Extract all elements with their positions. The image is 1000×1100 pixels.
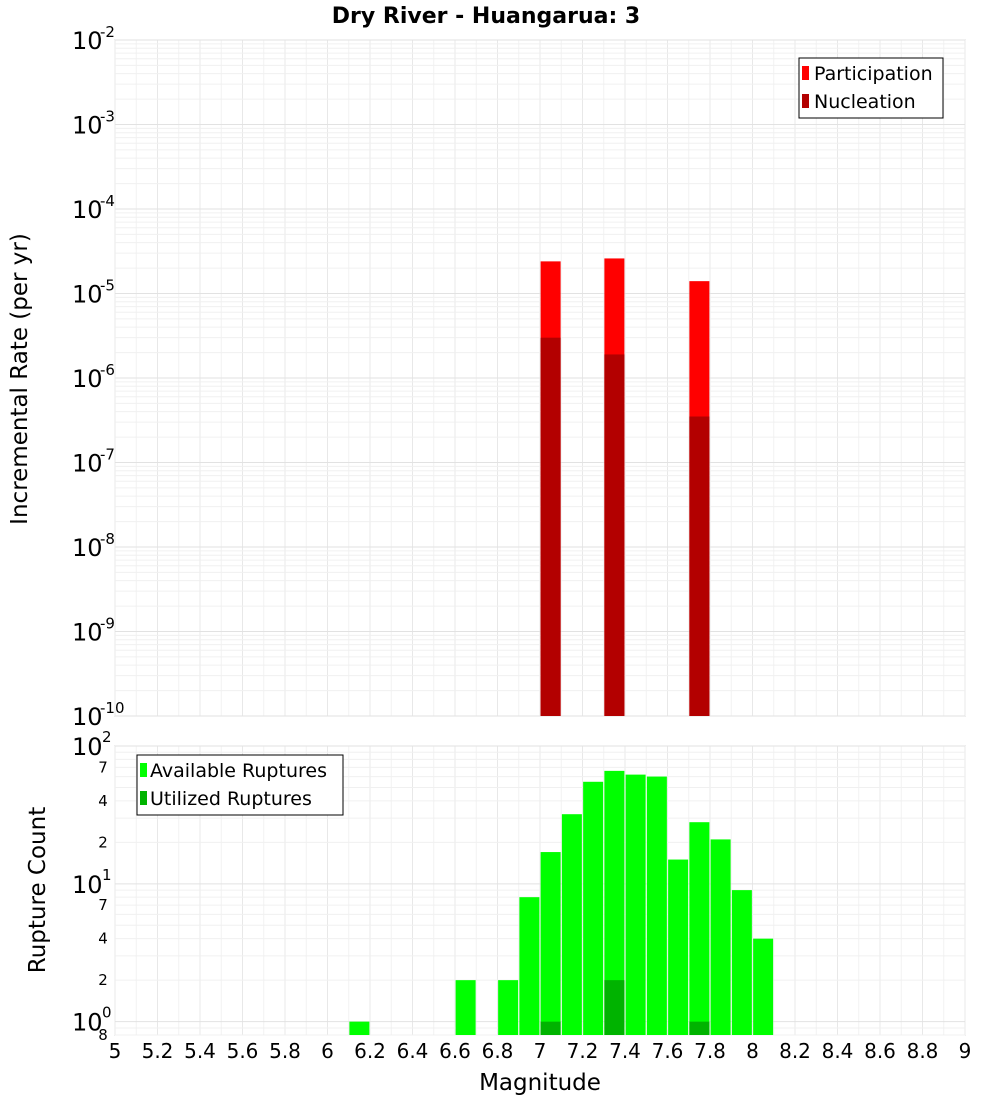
bar-utilized-ruptures [540, 1021, 561, 1035]
x-tick-label: 8.6 [864, 1039, 896, 1063]
x-tick-label: 7.6 [652, 1039, 684, 1063]
x-tick-label: 6.2 [354, 1039, 386, 1063]
x-tick-label: 7.4 [609, 1039, 641, 1063]
utilized-ruptures-legend-swatch [140, 791, 147, 805]
x-tick-label: 9 [959, 1039, 972, 1063]
x-tick-label: 6.6 [439, 1039, 471, 1063]
bar-nucleation [689, 416, 710, 716]
available-ruptures-legend-label: Available Ruptures [150, 760, 327, 782]
bottom-y-axis-title: Rupture Count [25, 807, 51, 973]
y-tick-exponent: -4 [100, 192, 115, 210]
x-tick-label: 8 [746, 1039, 759, 1063]
x-tick-label: 5.2 [142, 1039, 174, 1063]
available-ruptures-legend-swatch [140, 763, 147, 777]
x-tick-label: 8.8 [907, 1039, 939, 1063]
x-tick-label: 5 [109, 1039, 122, 1063]
bottom-bars [349, 770, 774, 1035]
y-tick-label: 10 [72, 1009, 103, 1037]
y-tick-label: 10 [72, 703, 103, 731]
y-tick-label: 10 [72, 27, 103, 55]
y-tick-label: 10 [72, 619, 103, 647]
y-tick-exponent: -9 [100, 615, 115, 633]
y-tick-exponent: 0 [102, 1004, 112, 1022]
x-tick-label: 6 [321, 1039, 334, 1063]
y-tick-exponent: -2 [100, 23, 115, 41]
bar-available-ruptures [498, 980, 519, 1035]
x-tick-label: 5.6 [227, 1039, 259, 1063]
bar-available-ruptures [519, 897, 540, 1035]
y-tick-label: 10 [72, 534, 103, 562]
y-minor-tick-label: 8 [98, 1026, 108, 1044]
y-tick-exponent: 2 [102, 728, 112, 746]
bar-available-ruptures [349, 1021, 370, 1035]
bar-available-ruptures [753, 938, 774, 1035]
utilized-ruptures-legend-label: Utilized Ruptures [150, 788, 312, 810]
bar-available-ruptures [689, 822, 710, 1035]
y-minor-tick-label: 2 [98, 971, 108, 989]
nucleation-legend-swatch [802, 94, 809, 108]
y-tick-exponent: -6 [100, 361, 115, 379]
y-tick-label: 10 [72, 871, 103, 899]
bar-utilized-ruptures [604, 980, 625, 1035]
y-tick-label: 10 [72, 733, 103, 761]
bar-available-ruptures [710, 839, 731, 1035]
participation-legend-swatch [802, 66, 809, 80]
x-tick-label: 6.8 [482, 1039, 514, 1063]
x-tick-label: 7.2 [567, 1039, 599, 1063]
y-tick-exponent: -8 [100, 530, 115, 548]
y-minor-tick-label: 7 [98, 896, 108, 914]
y-tick-label: 10 [72, 450, 103, 478]
bar-available-ruptures [583, 781, 604, 1035]
bar-available-ruptures [561, 814, 582, 1035]
bar-nucleation [540, 337, 561, 716]
bar-available-ruptures [625, 774, 646, 1035]
y-tick-exponent: -7 [100, 446, 115, 464]
top-y-axis-title: Incremental Rate (per yr) [7, 233, 33, 525]
bar-available-ruptures [540, 852, 561, 1035]
x-axis-title: Magnitude [479, 1070, 601, 1096]
bottom-legend: Available Ruptures Utilized Ruptures [136, 754, 344, 816]
y-minor-tick-label: 4 [98, 930, 108, 948]
y-tick-exponent: -10 [100, 699, 125, 717]
top-bars [540, 258, 710, 716]
y-minor-tick-label: 4 [98, 792, 108, 810]
y-tick-exponent: -3 [100, 108, 115, 126]
bar-available-ruptures [455, 980, 476, 1035]
y-tick-label: 10 [72, 365, 103, 393]
y-tick-exponent: 1 [102, 866, 112, 884]
y-tick-label: 10 [72, 281, 103, 309]
bar-available-ruptures [731, 890, 752, 1035]
top-legend: Participation Nucleation [798, 57, 944, 119]
x-tick-label: 7 [534, 1039, 547, 1063]
x-tick-label: 8.2 [779, 1039, 811, 1063]
bar-available-ruptures [668, 859, 689, 1035]
bar-nucleation [604, 354, 625, 716]
nucleation-legend-label: Nucleation [814, 91, 916, 113]
participation-legend-label: Participation [814, 63, 933, 85]
x-tick-label: 6.4 [397, 1039, 429, 1063]
y-tick-exponent: -5 [100, 277, 115, 295]
y-minor-tick-label: 7 [98, 758, 108, 776]
x-tick-labels: 5 5.2 5.4 5.6 5.8 6 6.2 6.4 6.6 6.8 7 7.2 7.4 7.6 7.8 8… [109, 1039, 972, 1063]
bar-available-ruptures [646, 776, 667, 1035]
x-tick-label: 5.4 [184, 1039, 216, 1063]
top-grid [114, 39, 966, 717]
bar-utilized-ruptures [689, 1021, 710, 1035]
y-tick-label: 10 [72, 112, 103, 140]
y-tick-label: 10 [72, 196, 103, 224]
y-minor-tick-label: 2 [98, 833, 108, 851]
bottom-legend-frame [136, 754, 344, 816]
x-tick-label: 7.8 [694, 1039, 726, 1063]
chart-title: Dry River - Huangarua: 3 [332, 4, 640, 29]
x-tick-label: 5.8 [269, 1039, 301, 1063]
top-legend-frame [798, 57, 944, 119]
x-tick-label: 8.4 [822, 1039, 854, 1063]
bar-available-ruptures [604, 770, 625, 1035]
